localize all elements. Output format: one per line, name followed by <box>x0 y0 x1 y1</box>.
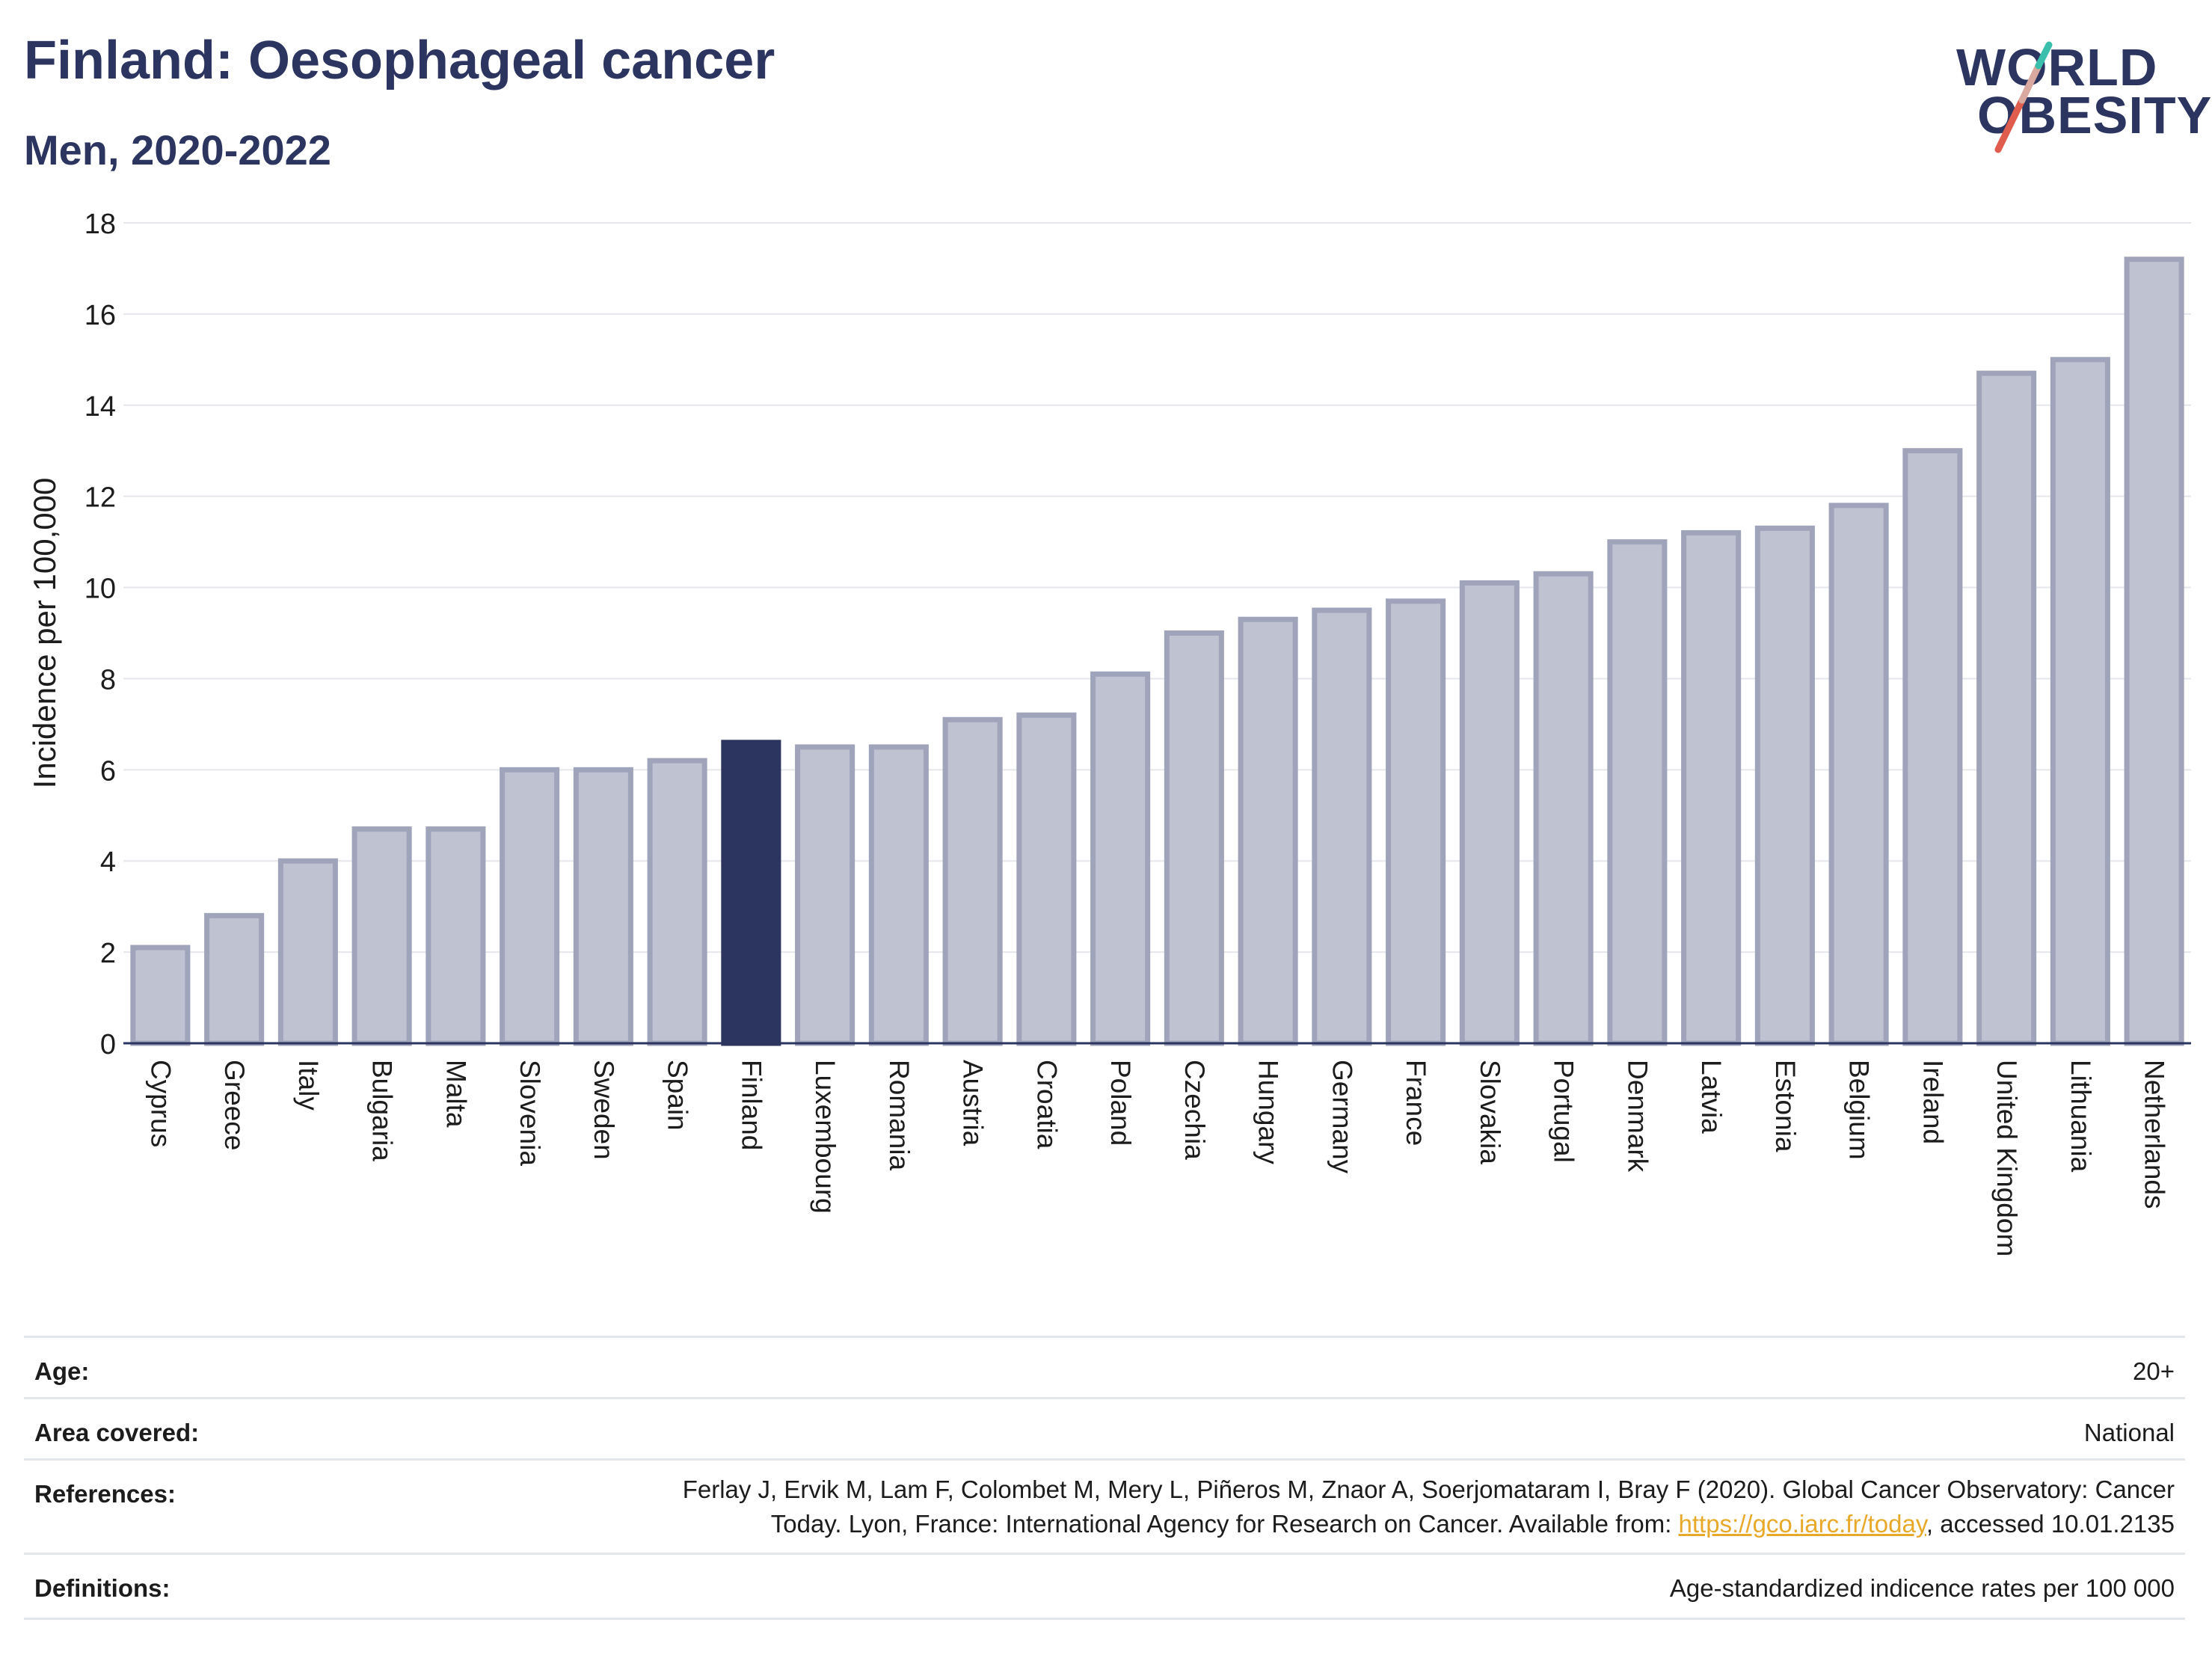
metadata-table: Age: 20+ Area covered: National Referenc… <box>24 1336 2185 1635</box>
y-tick-label: 12 <box>85 482 116 514</box>
references-text-3: , accessed 10.01.2135 <box>1926 1510 2175 1538</box>
metadata-row-age: Age: 20+ <box>24 1336 2185 1399</box>
definitions-label: Definitions: <box>34 1574 170 1602</box>
bar-portugal <box>1533 571 1594 1046</box>
bar-belgium <box>1828 503 1889 1046</box>
bar-poland <box>1090 671 1151 1046</box>
bar-bulgaria <box>351 826 412 1046</box>
world-obesity-logo: WORLD OBESITY <box>1944 22 2211 157</box>
y-tick-label: 2 <box>100 938 116 969</box>
y-tick-label: 16 <box>85 300 116 331</box>
x-tick-label: United Kingdom <box>1991 1060 2022 1256</box>
x-tick-label: Denmark <box>1622 1060 1653 1173</box>
y-tick-label: 18 <box>85 209 116 240</box>
x-tick-label: Poland <box>1105 1060 1136 1146</box>
metadata-row-area: Area covered: National <box>24 1397 2185 1461</box>
bar-chart: 0 2 4 6 8 10 12 14 16 18 Cyprus Greece Italy Bulgari… <box>27 209 2191 1256</box>
x-tick-label: Finland <box>736 1060 766 1150</box>
bar-austria <box>942 716 1003 1046</box>
bar-romania <box>868 744 929 1046</box>
bar-lithuania <box>2050 357 2110 1046</box>
x-tick-label: Croatia <box>1031 1060 1062 1149</box>
bar-france <box>1386 598 1446 1046</box>
x-tick-label: Sweden <box>589 1060 619 1160</box>
bar-cyprus <box>130 945 191 1046</box>
x-tick-label: Netherlands <box>2139 1060 2170 1209</box>
bars <box>130 257 2184 1046</box>
bar-czechia <box>1164 630 1224 1046</box>
bar-slovakia <box>1459 580 1520 1046</box>
x-tick-label: Luxembourg <box>810 1060 841 1214</box>
bar-sweden <box>573 767 633 1046</box>
bar-ireland <box>1902 448 1963 1046</box>
bar-slovenia <box>500 767 560 1046</box>
metadata-row-definitions: Definitions: Age-standardized indicence … <box>24 1553 2185 1620</box>
bar-estonia <box>1754 525 1815 1046</box>
references-value: Ferlay J, Ervik M, Lam F, Colombet M, Me… <box>683 1473 2175 1541</box>
x-tick-label: Lithuania <box>2065 1060 2096 1173</box>
bar-luxembourg <box>795 744 855 1046</box>
y-tick-label: 0 <box>100 1029 116 1060</box>
x-tick-label: France <box>1401 1060 1431 1146</box>
logo-line-1: WORLD <box>1956 38 2158 96</box>
bar-germany <box>1312 607 1372 1046</box>
bar-malta <box>425 826 486 1046</box>
bar-netherlands <box>2124 257 2184 1046</box>
x-tick-label: Germany <box>1327 1060 1357 1174</box>
chart-subtitle: Men, 2020-2022 <box>24 126 331 174</box>
x-tick-label: Belgium <box>1844 1060 1875 1160</box>
x-tick-label: Hungary <box>1253 1060 1284 1164</box>
x-tick-label: Slovakia <box>1475 1060 1505 1164</box>
x-tick-label: Spain <box>663 1060 693 1131</box>
chart-title: Finland: Oesophageal cancer <box>24 31 775 90</box>
bar-spain <box>647 758 707 1046</box>
bar-denmark <box>1607 539 1668 1046</box>
bar-finland <box>721 740 781 1046</box>
area-value: National <box>2083 1419 2175 1446</box>
y-tick-label: 4 <box>100 847 116 878</box>
references-label: References: <box>34 1480 176 1508</box>
x-tick-label: Romania <box>884 1060 915 1170</box>
bar-greece <box>204 912 265 1046</box>
x-tick-label: Malta <box>440 1060 471 1128</box>
definitions-value: Age-standardized indicence rates per 100… <box>1669 1574 2175 1602</box>
x-tick-label: Austria <box>958 1060 989 1146</box>
metadata-row-references: References: Ferlay J, Ervik M, Lam F, Co… <box>24 1458 2185 1555</box>
x-tick-label: Czechia <box>1179 1060 1210 1160</box>
x-tick-label: Latvia <box>1696 1060 1727 1134</box>
x-tick-label: Bulgaria <box>367 1060 398 1161</box>
x-tick-label: Italy <box>293 1060 324 1111</box>
x-tick-label: Cyprus <box>145 1060 176 1147</box>
bar-united-kingdom <box>1976 370 2037 1046</box>
y-tick-label: 6 <box>100 755 116 787</box>
y-axis-label: Incidence per 100,000 <box>27 478 62 789</box>
y-tick-label: 8 <box>100 664 116 696</box>
y-axis-ticks: 0 2 4 6 8 10 12 14 16 18 <box>85 209 116 1060</box>
references-line-1: Ferlay J, Ervik M, Lam F, Colombet M, Me… <box>682 1476 2175 1503</box>
y-tick-label: 14 <box>85 391 116 423</box>
logo-slash-icon <box>1994 41 2053 153</box>
age-label: Age: <box>34 1357 90 1385</box>
area-label: Area covered: <box>34 1419 200 1446</box>
x-tick-label: Estonia <box>1770 1060 1801 1152</box>
bar-croatia <box>1016 712 1077 1046</box>
x-tick-label: Greece <box>219 1060 250 1150</box>
x-tick-label: Slovenia <box>514 1060 545 1166</box>
references-link[interactable]: https://gco.iarc.fr/today <box>1678 1510 1926 1538</box>
y-tick-label: 10 <box>85 574 116 605</box>
age-value: 20+ <box>2133 1357 2175 1385</box>
references-text-2: Today. Lyon, France: International Agenc… <box>770 1510 1679 1538</box>
bar-latvia <box>1681 529 1742 1046</box>
x-tick-label: Ireland <box>1917 1060 1948 1144</box>
x-axis-ticks: Cyprus Greece Italy Bulgaria Malta Slovenia Sw… <box>145 1060 2169 1256</box>
bar-italy <box>277 858 338 1046</box>
x-tick-label: Portugal <box>1549 1060 1579 1163</box>
bar-hungary <box>1238 616 1298 1046</box>
references-line-2: Today. Lyon, France: International Agenc… <box>683 1507 2175 1541</box>
